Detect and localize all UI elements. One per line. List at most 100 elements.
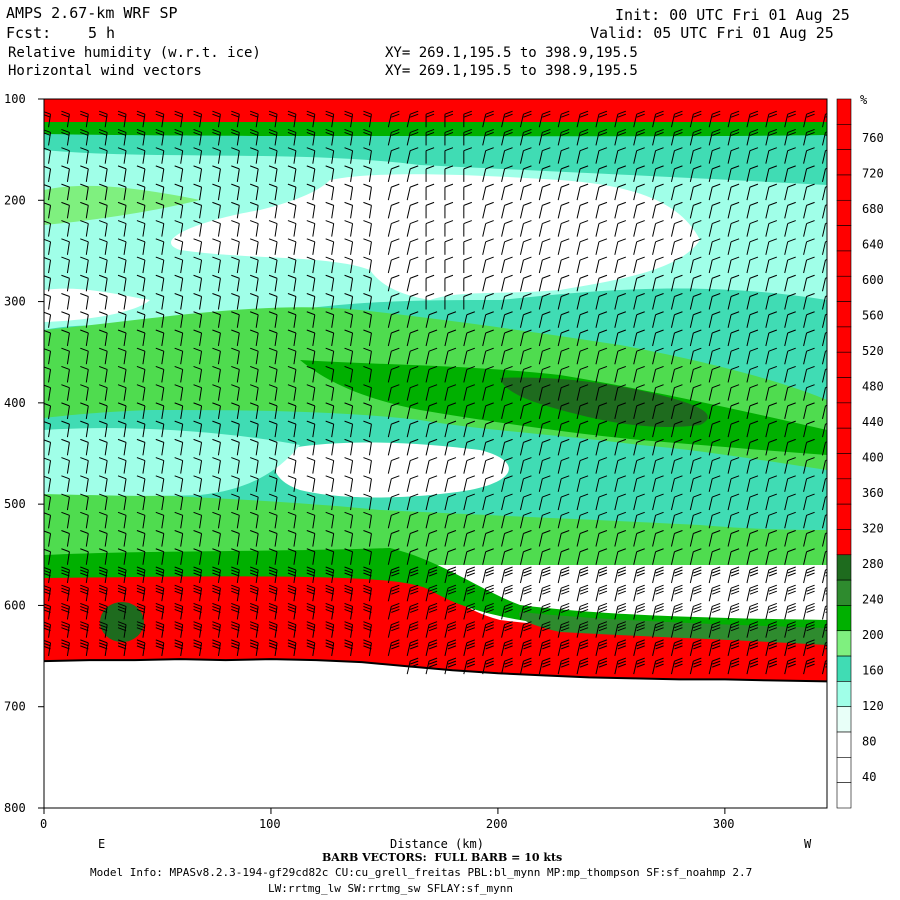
wind-barb-shaft xyxy=(350,424,354,438)
wind-barb-shaft xyxy=(293,387,297,401)
wind-barb-shaft xyxy=(765,205,770,219)
wind-barb-flag xyxy=(325,365,334,370)
wind-barb-flag xyxy=(136,402,146,407)
wind-barb-shaft xyxy=(727,332,732,347)
wind-barb-flag xyxy=(231,548,240,553)
wind-barb-flag xyxy=(61,621,70,626)
wind-barb-shaft xyxy=(104,114,108,128)
wind-barb-flag xyxy=(174,311,183,316)
wind-barb-flag xyxy=(250,608,259,613)
wind-barb-flag xyxy=(712,660,721,665)
wind-barb-flag xyxy=(693,165,702,170)
y-tick-label: 200 xyxy=(4,193,26,207)
wind-barb-flag xyxy=(768,293,778,297)
wind-barb-flag xyxy=(174,548,183,553)
wind-barb-flag xyxy=(504,548,513,553)
wind-barb-flag xyxy=(787,605,796,610)
wind-barb-flag xyxy=(561,621,570,626)
wind-barb-flag xyxy=(579,572,589,577)
wind-barb-shaft xyxy=(85,551,89,565)
wind-barb-flag xyxy=(485,238,494,243)
wind-barb-flag xyxy=(61,642,70,647)
wind-barb-flag xyxy=(485,493,494,498)
wind-barb-shaft xyxy=(708,150,713,164)
wind-barb-shaft xyxy=(48,405,52,419)
wind-barb-shaft xyxy=(595,223,600,237)
wind-barb-flag xyxy=(425,128,435,133)
wind-barb-flag xyxy=(542,402,551,407)
wind-barb-shaft xyxy=(482,205,487,219)
wind-barb-shaft xyxy=(501,369,506,383)
wind-barb-flag xyxy=(542,569,551,574)
wind-barb-shaft xyxy=(765,606,770,620)
wind-barb-flag xyxy=(155,220,164,225)
wind-barb-flag xyxy=(504,274,513,279)
wind-barb-shaft xyxy=(123,332,127,347)
wind-barb-flag xyxy=(268,256,278,261)
wind-barb-shaft xyxy=(274,533,278,547)
wind-barb-flag xyxy=(749,642,759,647)
wind-barb-flag xyxy=(268,569,278,574)
wind-barb-shaft xyxy=(538,624,543,638)
wind-barb-flag xyxy=(598,256,608,261)
wind-barb-flag xyxy=(598,621,608,626)
wind-barb-flag xyxy=(485,660,494,665)
wind-barb-shaft xyxy=(652,515,657,529)
wind-barb-shaft xyxy=(614,369,619,383)
wind-barb-shaft xyxy=(746,661,751,675)
wind-barb-flag xyxy=(80,131,89,136)
wind-barb-flag xyxy=(466,384,475,389)
wind-barb-flag xyxy=(250,605,259,610)
wind-barb-flag xyxy=(787,642,796,647)
wind-barb-shaft xyxy=(482,405,487,420)
wind-barb-flag xyxy=(306,131,315,136)
wind-barb-flag xyxy=(504,475,513,480)
terrain-line xyxy=(43,658,828,683)
wind-barb-shaft xyxy=(104,314,108,328)
wind-barb-flag xyxy=(730,660,740,665)
wind-barb-shaft xyxy=(784,515,789,529)
wind-barb-flag xyxy=(287,293,297,297)
wind-barb-shaft xyxy=(614,569,619,584)
wind-barb-shaft xyxy=(199,642,203,656)
wind-barb-flag xyxy=(44,475,51,480)
wind-barb-shaft xyxy=(595,387,600,401)
wind-barb-flag xyxy=(504,329,513,334)
wind-barb-flag xyxy=(428,572,438,577)
wind-barb-flag xyxy=(61,110,70,115)
wind-barb-flag xyxy=(730,624,740,629)
wind-barb-shaft xyxy=(595,424,600,438)
wind-barb-flag xyxy=(61,113,70,118)
wind-barb-shaft xyxy=(425,478,430,492)
wind-barb-shaft xyxy=(180,569,184,584)
wind-barb-shaft xyxy=(670,515,675,529)
wind-barb-shaft xyxy=(727,314,732,328)
wind-barb-flag xyxy=(806,329,815,334)
wind-barb-flag xyxy=(306,587,315,592)
wind-barb-flag xyxy=(787,621,796,626)
wind-barb-flag xyxy=(598,645,608,650)
wind-barb-flag xyxy=(579,329,589,334)
wind-barb-flag xyxy=(174,584,183,589)
wind-barb-shaft xyxy=(123,642,127,656)
wind-barb-flag xyxy=(485,128,494,133)
wind-barb-shaft xyxy=(519,642,524,657)
wind-barb-shaft xyxy=(708,369,713,383)
wind-barb-flag xyxy=(287,584,297,589)
wind-barb-flag xyxy=(806,131,815,136)
wind-barb-flag xyxy=(579,584,589,589)
wind-barb-flag xyxy=(193,311,202,316)
wind-barb-shaft xyxy=(406,533,411,547)
wind-barb-shaft xyxy=(312,606,316,620)
wind-barb-shaft xyxy=(142,369,146,383)
wind-barb-shaft xyxy=(312,132,316,146)
wind-barb-shaft xyxy=(85,241,89,255)
colorbar-label: 360 xyxy=(862,486,884,500)
wind-barb-flag xyxy=(174,569,183,574)
wind-barb-flag xyxy=(391,493,400,498)
wind-barb-flag xyxy=(504,584,513,589)
wind-barb-shaft xyxy=(444,551,449,565)
colorbar-label: 440 xyxy=(862,415,884,429)
wind-barb-flag xyxy=(806,584,815,589)
wind-barb-flag xyxy=(768,384,778,389)
